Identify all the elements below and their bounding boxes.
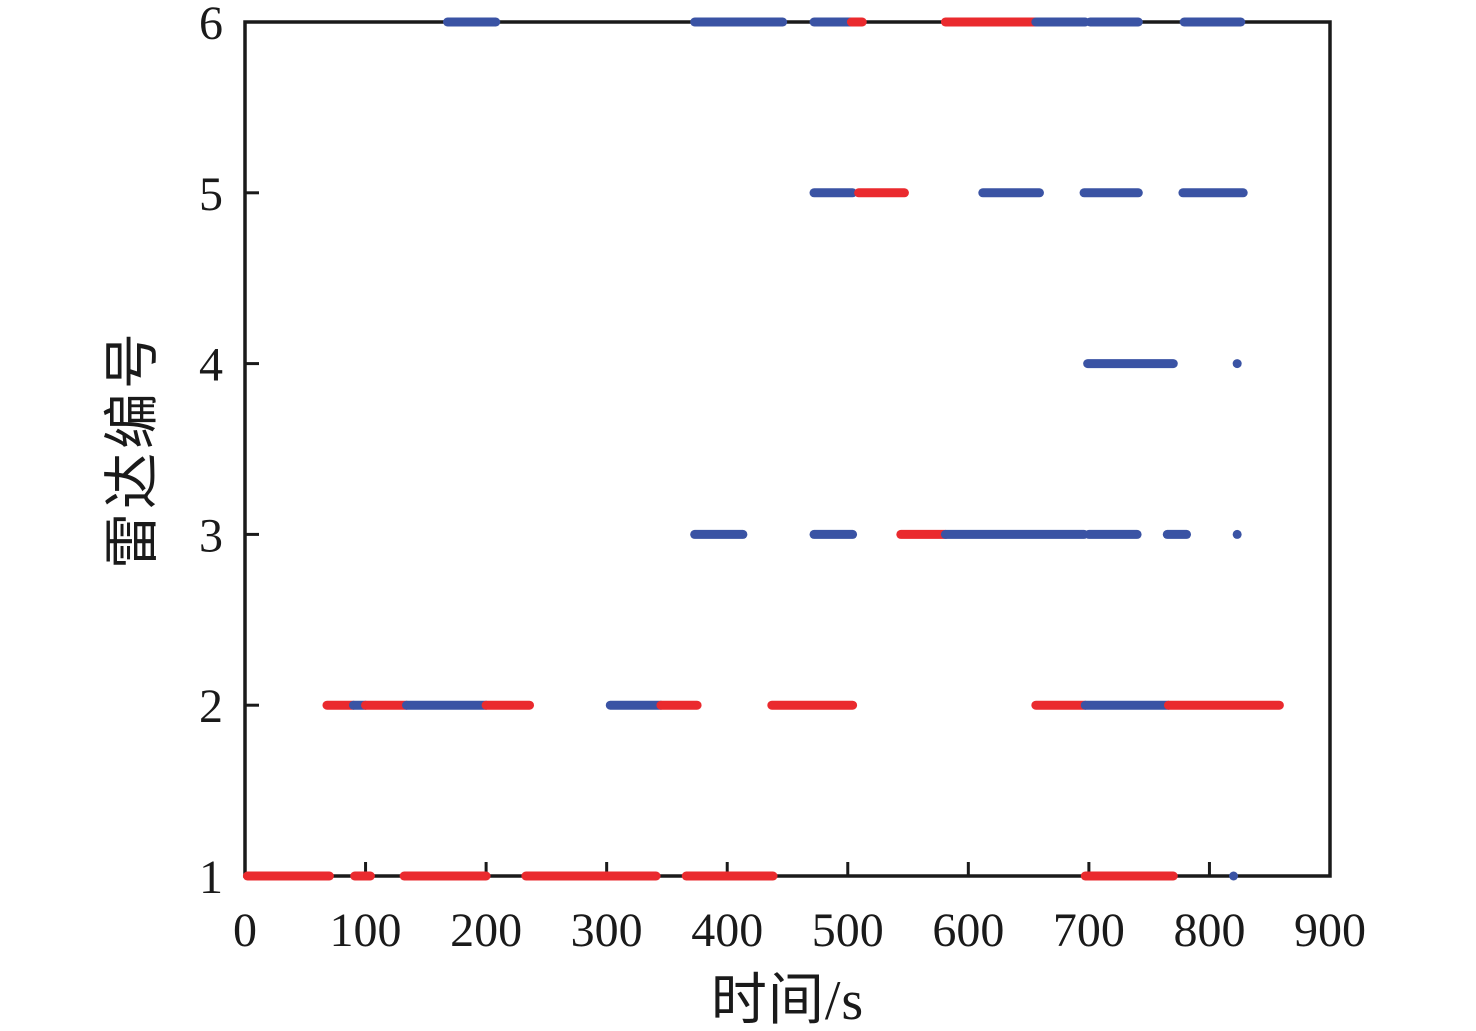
x-tick-label: 800 <box>1173 904 1245 957</box>
x-tick-label: 700 <box>1053 904 1125 957</box>
x-tick-label: 600 <box>932 904 1004 957</box>
y-tick-label: 2 <box>199 680 223 733</box>
y-tick-label: 5 <box>199 168 223 221</box>
radar-4-dot <box>1232 359 1242 369</box>
x-tick-label: 300 <box>571 904 643 957</box>
radar-3-dot <box>1232 529 1242 539</box>
y-tick-label: 6 <box>199 0 223 50</box>
x-tick-label: 900 <box>1294 904 1366 957</box>
y-tick-label: 1 <box>199 851 223 904</box>
y-tick-label: 3 <box>199 509 223 562</box>
y-tick-label: 4 <box>199 339 223 392</box>
x-tick-label: 0 <box>233 904 257 957</box>
y-axis-label: 雷达编号 <box>102 329 165 569</box>
x-tick-label: 500 <box>812 904 884 957</box>
x-tick-label: 200 <box>450 904 522 957</box>
x-tick-label: 400 <box>691 904 763 957</box>
x-tick-label: 100 <box>330 904 402 957</box>
plot-box <box>243 20 1332 878</box>
x-axis-label: 时间/s <box>710 970 865 1031</box>
radar-1-dot <box>1229 871 1239 881</box>
